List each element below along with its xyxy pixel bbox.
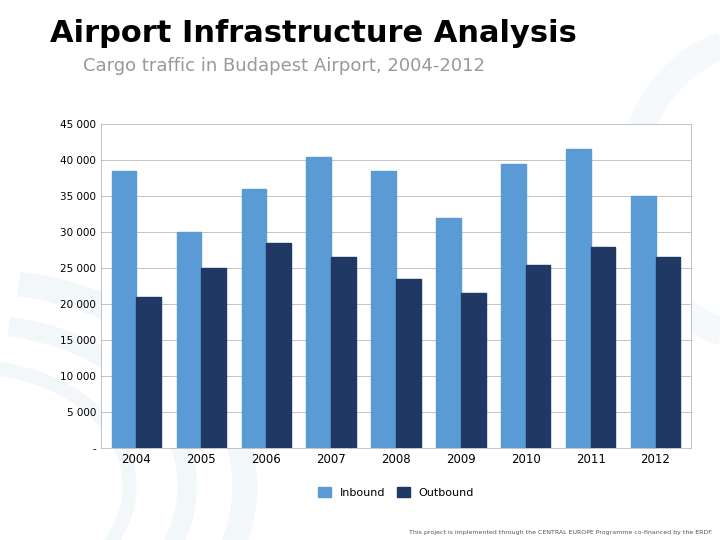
Bar [137, 297, 161, 448]
Bar [331, 258, 356, 448]
Bar [526, 265, 550, 448]
Bar [566, 150, 590, 448]
Bar [436, 218, 461, 448]
Bar [372, 171, 396, 448]
Bar [202, 268, 226, 448]
Bar [112, 171, 137, 448]
Text: Airport Infrastructure Analysis: Airport Infrastructure Analysis [50, 19, 577, 48]
Bar [501, 164, 526, 448]
Bar [266, 243, 291, 448]
Bar [307, 157, 331, 448]
Bar [655, 258, 680, 448]
Bar [396, 279, 420, 448]
Legend: Inbound, Outbound: Inbound, Outbound [313, 483, 479, 503]
Text: This project is implemented through the CENTRAL EUROPE Programme co-financed by : This project is implemented through the … [409, 530, 713, 535]
Text: Cargo traffic in Budapest Airport, 2004-2012: Cargo traffic in Budapest Airport, 2004-… [83, 57, 485, 75]
Bar [242, 189, 266, 448]
Bar [590, 247, 616, 448]
Bar [461, 293, 485, 448]
Bar [176, 232, 202, 448]
Bar [631, 196, 655, 448]
